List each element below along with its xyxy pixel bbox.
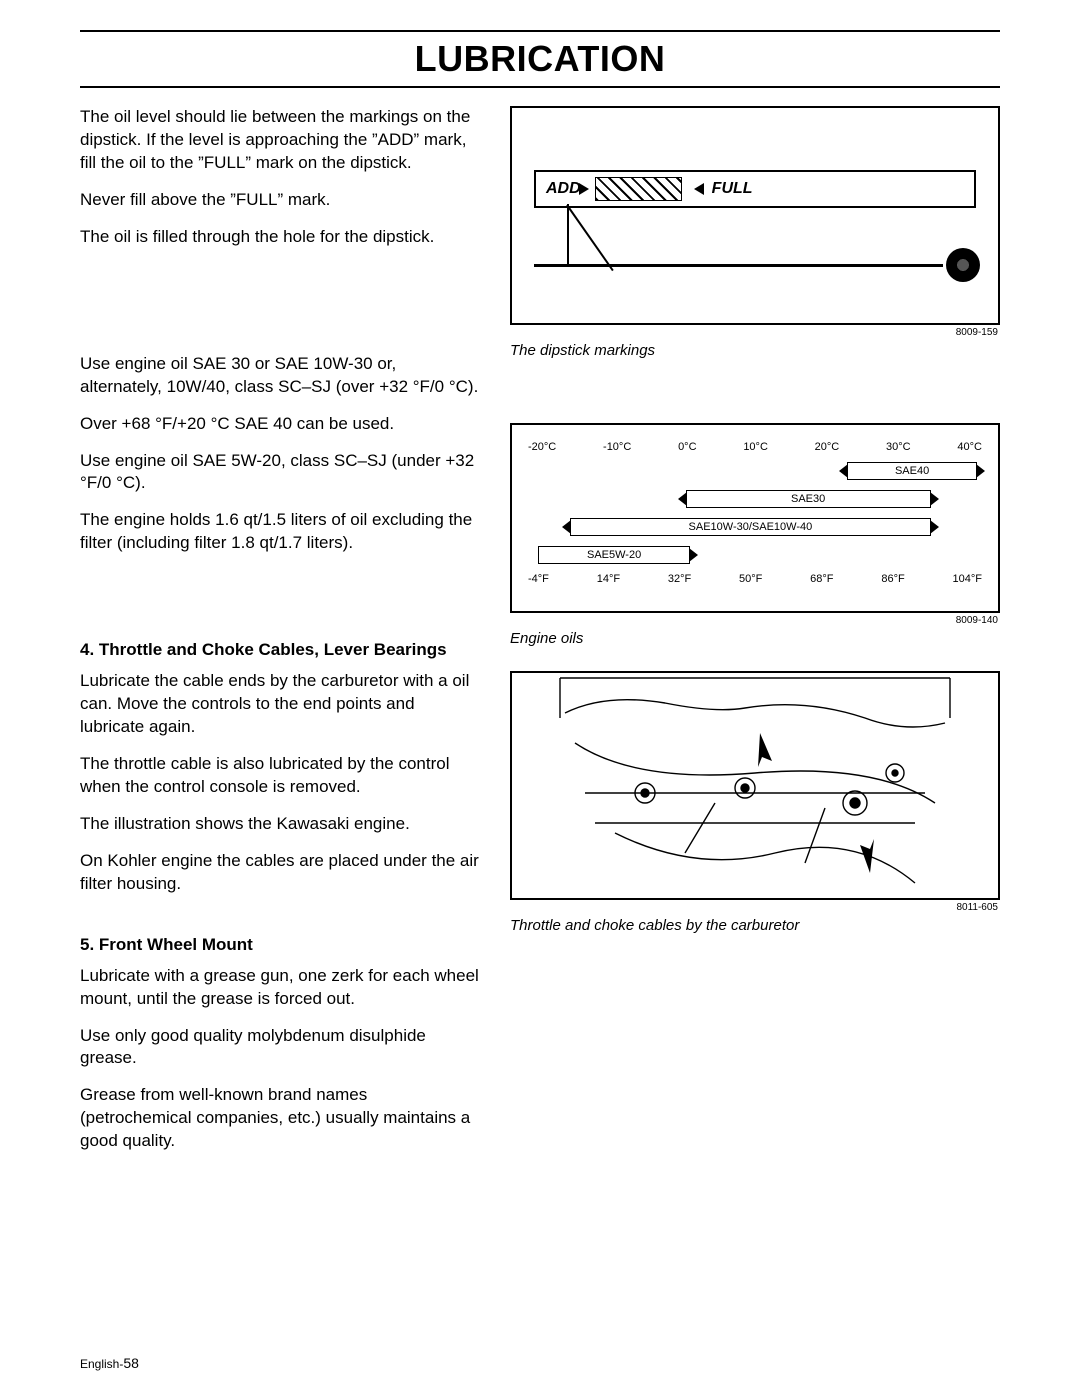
engine-illustration-icon: [512, 673, 998, 898]
para-throttle-console: The throttle cable is also lubricated by…: [80, 753, 480, 799]
callout-line-icon: [566, 204, 614, 271]
oil-scale-fahrenheit: -4°F 14°F 32°F 50°F 68°F 86°F 104°F: [528, 573, 982, 585]
para-never-full: Never fill above the ”FULL” mark.: [80, 189, 480, 212]
figure-code: 8009-159: [510, 327, 998, 338]
scale-tick: 50°F: [739, 573, 762, 585]
gap: [80, 910, 480, 934]
para-moly: Use only good quality molybdenum disulph…: [80, 1025, 480, 1071]
figure-oil-chart: -20°C -10°C 0°C 10°C 20°C 30°C 40°C SAE4…: [510, 423, 1000, 613]
scale-tick: 10°C: [743, 441, 768, 453]
oil-bar-sae5w20: SAE5W-20: [538, 546, 690, 564]
oil-bar-row: SAE40: [524, 459, 986, 481]
oil-bar-row: SAE10W-30/SAE10W-40: [524, 515, 986, 537]
oil-scale-celsius: -20°C -10°C 0°C 10°C 20°C 30°C 40°C: [528, 441, 982, 453]
scale-tick: 0°C: [678, 441, 696, 453]
dipstick-knob-icon: [946, 248, 980, 282]
scale-tick: -4°F: [528, 573, 549, 585]
left-column: The oil level should lie between the mar…: [80, 106, 480, 1167]
gap: [510, 383, 1000, 423]
label-add: ADD: [546, 180, 581, 198]
dipstick-marking-box: ADD FULL: [534, 170, 976, 208]
oil-bar-sae10w: SAE10W-30/SAE10W-40: [570, 518, 930, 536]
scale-tick: 68°F: [810, 573, 833, 585]
dipstick-shaft-icon: [534, 263, 943, 269]
oil-bar-sae40: SAE40: [847, 462, 976, 480]
oil-bar-sae30: SAE30: [686, 490, 931, 508]
scale-tick: 30°C: [886, 441, 911, 453]
para-capacity: The engine holds 1.6 qt/1.5 liters of oi…: [80, 509, 480, 555]
figure-dipstick: ADD FULL: [510, 106, 1000, 325]
label-full: FULL: [712, 180, 753, 198]
para-kawasaki: The illustration shows the Kawasaki engi…: [80, 813, 480, 836]
figure-caption-oils: Engine oils: [510, 630, 1000, 647]
arrow-right-icon: [579, 183, 589, 195]
oil-bar-row: SAE30: [524, 487, 986, 509]
gap: [80, 569, 480, 639]
scale-tick: 40°C: [957, 441, 982, 453]
scale-tick: 104°F: [952, 573, 981, 585]
scale-tick: 32°F: [668, 573, 691, 585]
para-oil-level: The oil level should lie between the mar…: [80, 106, 480, 175]
content-columns: The oil level should lie between the mar…: [80, 106, 1000, 1167]
footer-page-number: 58: [123, 1355, 139, 1371]
para-kohler: On Kohler engine the cables are placed u…: [80, 850, 480, 896]
para-sae30: Use engine oil SAE 30 or SAE 10W-30 or, …: [80, 353, 480, 399]
para-brand: Grease from well-known brand names (petr…: [80, 1084, 480, 1153]
scale-tick: -20°C: [528, 441, 556, 453]
page: LUBRICATION The oil level should lie bet…: [0, 0, 1080, 1397]
rule-bottom: [80, 86, 1000, 88]
para-sae40: Over +68 °F/+20 °C SAE 40 can be used.: [80, 413, 480, 436]
para-fill-hole: The oil is filled through the hole for t…: [80, 226, 480, 249]
scale-tick: 86°F: [881, 573, 904, 585]
figure-caption-engine: Throttle and choke cables by the carbure…: [510, 917, 1000, 934]
figure-engine: [510, 671, 1000, 900]
arrow-left-icon: [694, 183, 704, 195]
para-grease-gun: Lubricate with a grease gun, one zerk fo…: [80, 965, 480, 1011]
scale-tick: -10°C: [603, 441, 631, 453]
figure-caption-dipstick: The dipstick markings: [510, 342, 1000, 359]
page-footer: English-58: [80, 1355, 139, 1371]
para-sae5w20: Use engine oil SAE 5W-20, class SC–SJ (u…: [80, 450, 480, 496]
heading-front-wheel: 5. Front Wheel Mount: [80, 934, 480, 957]
scale-tick: 20°C: [815, 441, 840, 453]
figure-code: 8011-605: [510, 902, 998, 913]
oil-bar-row: SAE5W-20: [524, 543, 986, 565]
hatch-zone-icon: [595, 177, 682, 201]
footer-lang: English-: [80, 1357, 123, 1371]
right-column: ADD FULL 8009-159 The dipstick markings …: [510, 106, 1000, 1167]
heading-throttle-choke: 4. Throttle and Choke Cables, Lever Bear…: [80, 639, 480, 662]
figure-code: 8009-140: [510, 615, 998, 626]
para-lube-cable: Lubricate the cable ends by the carburet…: [80, 670, 480, 739]
gap: [80, 263, 480, 353]
callout-line-icon: [567, 204, 569, 264]
scale-tick: 14°F: [597, 573, 620, 585]
page-title: LUBRICATION: [80, 38, 1000, 80]
rule-top: [80, 30, 1000, 32]
